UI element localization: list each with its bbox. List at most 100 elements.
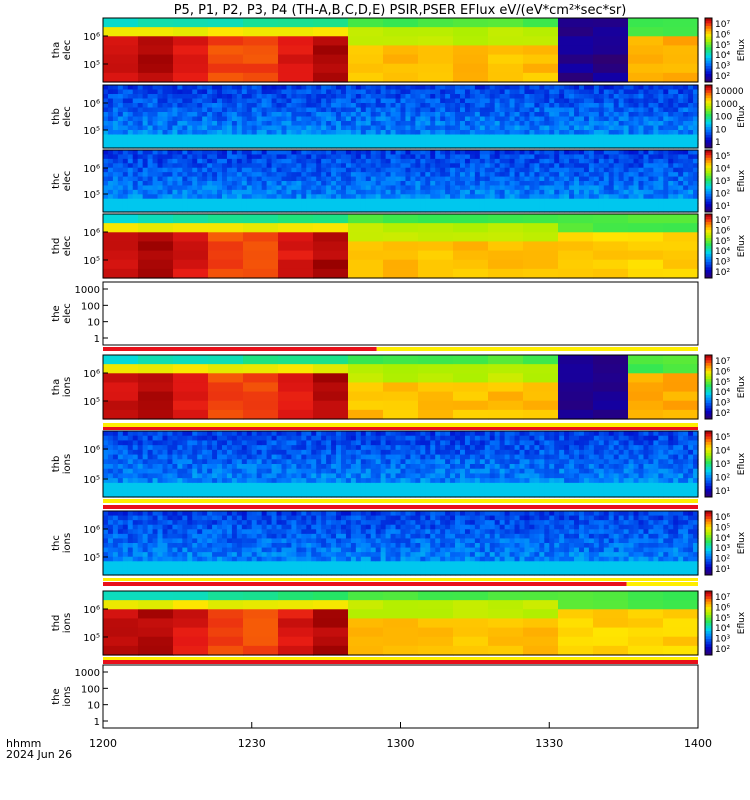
spectrogram-cell [549, 163, 555, 169]
spectrogram-cell [291, 194, 297, 200]
spectrogram-cell [453, 400, 489, 411]
spectrogram-cell [301, 139, 307, 145]
spectrogram-cell [187, 154, 193, 160]
spectrogram-cell [306, 176, 312, 182]
spectrogram-cell [569, 89, 575, 95]
spectrogram-cell [415, 85, 421, 91]
spectrogram-cell [226, 189, 233, 195]
spectrogram-cell [306, 89, 312, 95]
spectrogram-cell [613, 121, 620, 127]
spectrogram-cell [107, 482, 114, 489]
spectrogram-cell [212, 482, 218, 489]
spectrogram-cell [558, 373, 594, 384]
spectrogram-cell [688, 154, 694, 160]
spectrogram-cell [593, 203, 600, 209]
spectrogram-cell [276, 134, 283, 140]
spectrogram-cell [693, 150, 699, 156]
spectrogram-cell [628, 130, 635, 136]
spectrogram-cell [593, 125, 600, 131]
spectrogram-cell [301, 181, 307, 187]
spectrogram-cell [554, 121, 560, 127]
spectrogram-cell [197, 464, 203, 470]
spectrogram-cell [603, 121, 610, 127]
spectrogram-cell [350, 98, 357, 104]
spectrogram-cell [246, 98, 253, 104]
spectrogram-cell [488, 373, 524, 384]
spectrogram-cell [658, 94, 664, 100]
spectrogram-cell [301, 185, 307, 191]
spectrogram-cell [256, 172, 263, 178]
spectrogram-cell [138, 27, 174, 37]
spectrogram-cell [222, 163, 228, 169]
spectrogram-cell [212, 154, 218, 160]
spectrogram-cell [549, 134, 555, 140]
spectrogram-cell [613, 167, 620, 173]
spectrogram-cell [251, 454, 258, 460]
spectrogram-cell [286, 207, 293, 213]
spectrogram-cell [598, 189, 605, 195]
spectrogram-cell [370, 167, 377, 173]
spectrogram-cell [370, 181, 377, 187]
spectrogram-cell [167, 468, 174, 475]
colorbar-cell [705, 360, 712, 364]
spectrogram-cell [469, 107, 476, 113]
spectrogram-cell [311, 478, 317, 484]
colorbar-cell [705, 256, 712, 260]
spectrogram-cell [127, 185, 134, 191]
spectrogram-cell [231, 207, 238, 213]
spectrogram-cell [142, 482, 149, 489]
spectrogram-cell [370, 492, 377, 498]
spectrogram-cell [311, 125, 317, 131]
spectrogram-cell [598, 154, 605, 160]
spectrogram-cell [162, 478, 169, 484]
spectrogram-cell [425, 468, 431, 475]
spectrogram-cell [460, 445, 466, 451]
spectrogram-cell [450, 181, 456, 187]
spectrogram-cell [103, 72, 139, 83]
spectrogram-cell [663, 27, 699, 37]
spectrogram-cell [370, 203, 377, 209]
spectrogram-cell [103, 478, 109, 484]
spectrogram-cell [375, 473, 382, 479]
spectrogram-cell [217, 207, 223, 213]
spectrogram-cell [341, 185, 347, 191]
spectrogram-cell [435, 445, 441, 451]
spectrogram-cell [336, 454, 342, 460]
spectrogram-cell [405, 464, 412, 470]
spectrogram-cell [638, 163, 645, 169]
spectrogram-cell [226, 449, 233, 456]
spectrogram-cell [484, 158, 491, 164]
spectrogram-cell [613, 203, 620, 209]
spectrogram-cell [177, 154, 183, 160]
spectrogram-cell [504, 103, 511, 109]
spectrogram-cell [484, 98, 491, 104]
spectrogram-cell [142, 198, 149, 204]
spectrogram-cell [499, 121, 506, 127]
spectrogram-cell [504, 125, 511, 131]
spectrogram-cell [370, 445, 377, 451]
spectrogram-cell [693, 143, 699, 149]
spectrogram-cell [261, 154, 268, 160]
spectrogram-cell [579, 185, 585, 191]
spectrogram-cell [286, 158, 293, 164]
spectrogram-cell [336, 440, 342, 446]
spectrogram-cell [306, 464, 312, 470]
spectrogram-cell [222, 435, 228, 442]
panel-frame [102, 149, 699, 213]
spectrogram-cell [271, 116, 278, 122]
colorbar-tick-label: 10⁴ [715, 165, 730, 175]
spectrogram-cell [365, 487, 372, 493]
spectrogram-cell [643, 116, 650, 122]
spectrogram-cell [693, 116, 699, 122]
spectrogram-cell [331, 94, 337, 100]
spectrogram-cell [231, 107, 238, 113]
spectrogram-cell [103, 89, 109, 95]
spectrogram-cell [673, 125, 679, 131]
spectrogram-cell [286, 85, 293, 91]
spectrogram-cell [628, 207, 635, 213]
spectrogram-cell [539, 194, 545, 200]
spectrogram-cell [162, 203, 169, 209]
spectrogram-cell [509, 185, 516, 191]
spectrogram-cell [455, 143, 461, 149]
spectrogram-cell [554, 85, 560, 91]
